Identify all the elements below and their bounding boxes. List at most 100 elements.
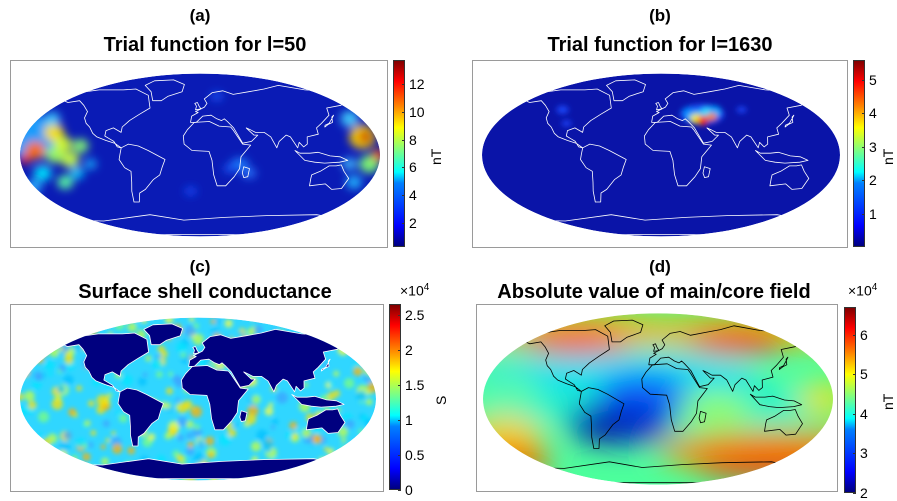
- map-frame: [10, 60, 388, 248]
- coastline-europeAsia: [648, 325, 805, 392]
- field-layer: [20, 73, 380, 237]
- map-frame: [476, 304, 838, 492]
- colorbar-tick: [853, 334, 856, 336]
- colorbar-tick: [402, 111, 405, 113]
- colorbar-tick: [398, 349, 401, 351]
- colorbar-tick: [853, 374, 856, 376]
- map-frame: [472, 60, 848, 248]
- colorbar: [853, 60, 865, 247]
- colorbar-tick: [398, 490, 401, 491]
- colorbar-tick: [853, 453, 856, 455]
- coastline-indonesia: [749, 393, 803, 408]
- colorbar-multiplier: ×104: [848, 282, 878, 299]
- map-c: [20, 317, 376, 481]
- coastline-britain: [655, 102, 663, 111]
- map-a: [20, 73, 380, 237]
- panel-label: (b): [649, 6, 671, 25]
- coastline-northAmerica: [59, 88, 151, 149]
- coastline-australia: [309, 164, 350, 190]
- colorbar-tick: [862, 113, 865, 115]
- colorbar-tick-label: 3: [869, 138, 877, 155]
- coastline-europeAsia: [190, 84, 351, 149]
- coastline-northAmerica: [58, 332, 150, 393]
- colorbar-tick: [398, 314, 401, 316]
- coastline-africa: [181, 365, 249, 431]
- coastline-indonesia: [294, 150, 349, 164]
- field-layer: [482, 73, 840, 237]
- colorbar-tick-label: 6: [860, 326, 868, 343]
- coastline-madagascar: [698, 411, 707, 424]
- colorbar-tick-label: 5: [869, 72, 877, 89]
- colorbar-tick-label: 2: [860, 485, 868, 501]
- colorbar-tick: [402, 83, 405, 85]
- coastline-japan: [320, 358, 331, 372]
- colorbar-tick-label: 2: [405, 341, 413, 358]
- coastline-britain: [194, 102, 202, 111]
- colorbar-tick: [398, 454, 401, 456]
- coastline-greenland: [144, 79, 185, 102]
- colorbar-unit: S: [433, 395, 449, 405]
- coastline-greenland: [143, 323, 184, 346]
- colorbar: [389, 304, 401, 490]
- colorbar-unit: nT: [880, 148, 896, 165]
- colorbar-tick: [402, 223, 405, 225]
- colorbar-tick: [862, 146, 865, 148]
- panel-title: Trial function for l=1630: [547, 34, 773, 56]
- globe: [20, 73, 380, 237]
- colorbar-tick-label: 5: [860, 366, 868, 383]
- colorbar-tick-label: 0: [405, 482, 413, 498]
- coastline-britain: [652, 343, 660, 352]
- colorbar: [393, 60, 405, 247]
- coastline-southAmerica: [580, 143, 627, 203]
- colorbar-tick-label: 4: [869, 105, 877, 122]
- coastline-southAmerica: [578, 387, 625, 449]
- panel-title: Trial function for l=50: [103, 34, 307, 56]
- coastline-australia: [305, 408, 346, 434]
- coastline-southAmerica: [117, 387, 164, 447]
- colorbar-tick-label: 0.5: [405, 446, 425, 463]
- map-frame: [10, 304, 384, 492]
- coastline-europeAsia: [651, 84, 811, 149]
- globe: [482, 73, 840, 237]
- map-b: [482, 73, 840, 237]
- colorbar-tick-label: 12: [409, 75, 425, 92]
- coastline-madagascar: [702, 166, 711, 178]
- coastline-greenland: [606, 79, 646, 102]
- colorbar-tick: [398, 419, 401, 421]
- coastlines: [54, 323, 347, 480]
- coastline-britain: [192, 346, 200, 355]
- coastline-greenland: [604, 319, 644, 343]
- coastline-northAmerica: [520, 88, 612, 149]
- colorbar-tick-label: 4: [409, 187, 417, 204]
- panel-title: Surface shell conductance: [78, 281, 332, 303]
- colorbar-tick: [398, 384, 401, 386]
- colorbar-tick: [862, 213, 865, 215]
- colorbar-tick-label: 4: [860, 405, 868, 422]
- field-layer: [483, 313, 833, 485]
- coastline-africa: [182, 121, 252, 187]
- colorbar-tick: [862, 180, 865, 182]
- coastline-japan: [784, 114, 795, 128]
- colorbar-unit: nT: [428, 148, 444, 165]
- coastline-australia: [769, 164, 810, 190]
- colorbar-multiplier: ×104: [400, 282, 430, 299]
- colorbar-tick-label: 8: [409, 131, 417, 148]
- colorbar-tick: [853, 413, 856, 415]
- coastline-indonesia: [291, 394, 345, 408]
- coastline-japan: [778, 356, 789, 370]
- field-layer: [20, 317, 376, 481]
- coastline-australia: [764, 409, 803, 436]
- colorbar-tick-label: 10: [409, 103, 425, 120]
- colorbar-tick-label: 6: [409, 159, 417, 176]
- colorbar-tick: [402, 195, 405, 197]
- coastline-northAmerica: [521, 329, 610, 392]
- coastline-europeAsia: [188, 328, 347, 393]
- colorbar-tick: [862, 80, 865, 82]
- coastline-indonesia: [754, 150, 809, 164]
- colorbar: [844, 307, 856, 493]
- colorbar-tick-label: 1.5: [405, 376, 425, 393]
- panel-label: (c): [189, 257, 211, 276]
- panel-title: Absolute value of main/core field: [497, 281, 811, 303]
- colorbar-tick-label: 2: [409, 215, 417, 232]
- colorbar-tick: [402, 167, 405, 169]
